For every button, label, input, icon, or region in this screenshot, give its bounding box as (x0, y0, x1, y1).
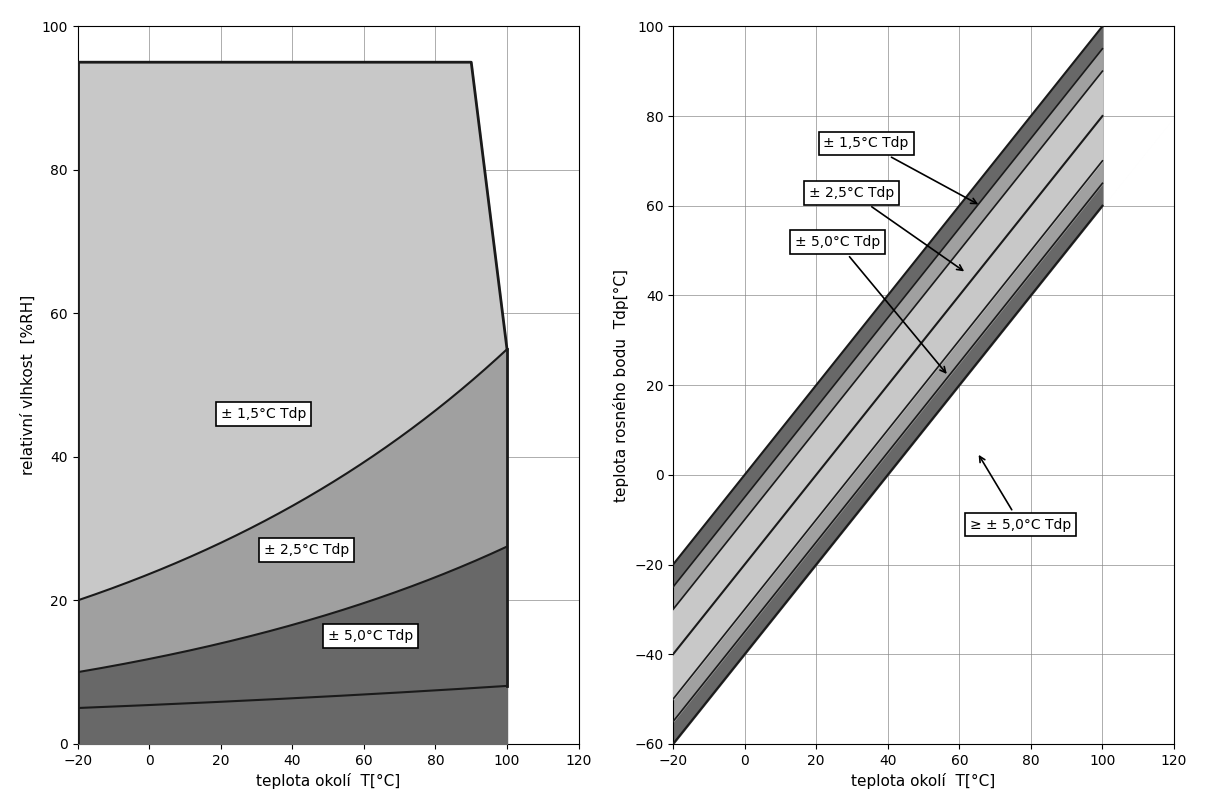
Y-axis label: relativní vlhkost  [%RH]: relativní vlhkost [%RH] (21, 295, 36, 475)
Text: ± 2,5°C Tdp: ± 2,5°C Tdp (809, 185, 963, 271)
Text: ± 5,0°C Tdp: ± 5,0°C Tdp (329, 629, 413, 643)
X-axis label: teplota okolí  T[°C]: teplota okolí T[°C] (256, 774, 400, 789)
Text: ± 2,5°C Tdp: ± 2,5°C Tdp (263, 544, 349, 557)
Text: ± 5,0°C Tdp: ± 5,0°C Tdp (795, 235, 946, 373)
Y-axis label: teplota rosného bodu  Tdp[°C]: teplota rosného bodu Tdp[°C] (612, 269, 628, 501)
Text: ± 1,5°C Tdp: ± 1,5°C Tdp (221, 407, 306, 421)
Text: ± 1,5°C Tdp: ± 1,5°C Tdp (824, 136, 977, 203)
X-axis label: teplota okolí  T[°C]: teplota okolí T[°C] (852, 774, 995, 789)
Text: ≥ ± 5,0°C Tdp: ≥ ± 5,0°C Tdp (970, 456, 1071, 531)
